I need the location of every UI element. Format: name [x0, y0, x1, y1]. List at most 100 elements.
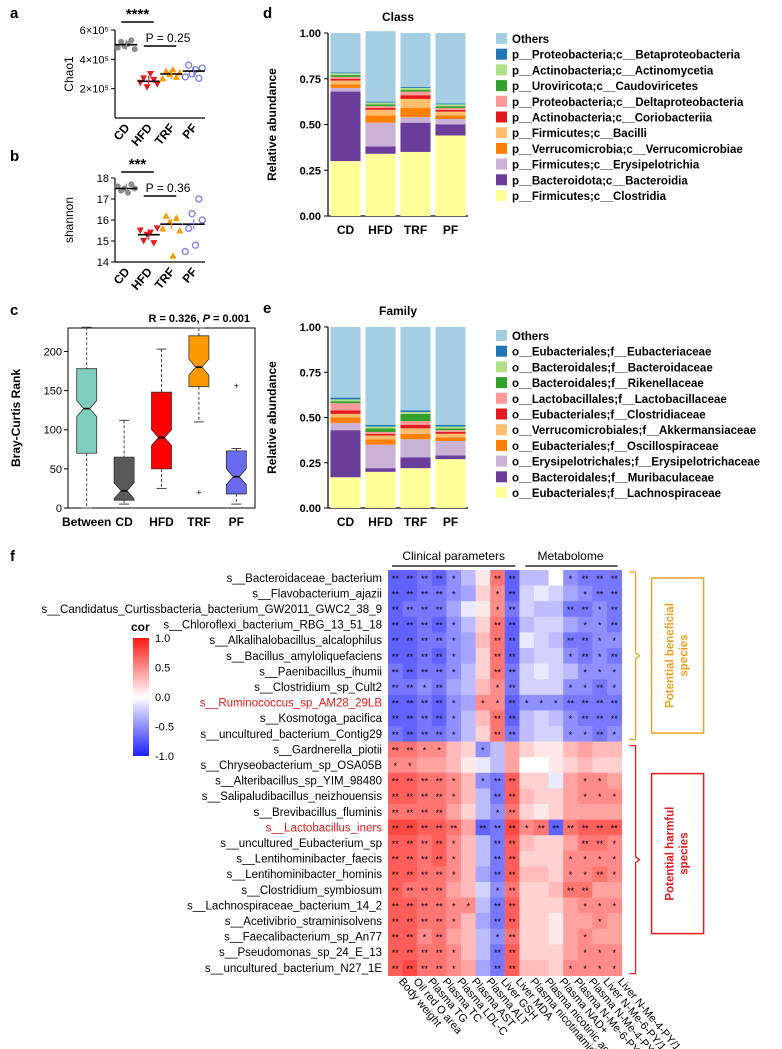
legend-label: p__Firmicutes;c__Bacilli	[512, 128, 647, 140]
significance-mark: **	[406, 886, 414, 896]
heatmap-cell	[504, 804, 520, 820]
x-tick-label: Between	[62, 515, 111, 529]
row-label: s__Lachnospiraceae_bacterium_14_2	[187, 900, 382, 912]
heatmap-cell	[548, 913, 564, 930]
significance-mark: *	[452, 714, 456, 724]
heatmap-cell	[592, 601, 608, 618]
significance-mark: *	[481, 777, 485, 787]
significance-mark: **	[596, 730, 604, 740]
heatmap-cell	[519, 804, 535, 820]
y-tick-label: 0.50	[300, 120, 321, 132]
bar-segment	[365, 153, 396, 216]
data-point	[181, 73, 189, 81]
data-point	[128, 181, 135, 188]
heatmap-cell	[446, 866, 462, 883]
heatmap-cell	[388, 632, 403, 649]
heatmap-cell	[548, 601, 564, 618]
row-label: s__Paenibacillus_ihumii	[259, 666, 382, 678]
heatmap-cell	[417, 710, 433, 727]
significance-mark: **	[494, 855, 502, 865]
heatmap-cell	[519, 679, 535, 696]
significance-mark: **	[421, 964, 429, 974]
y-tick-label: 0.25	[300, 458, 321, 470]
p-value-label: P = 0.25	[146, 31, 191, 45]
heatmap-cell	[461, 866, 476, 883]
heatmap-cell	[431, 663, 447, 680]
heatmap-cell	[461, 663, 476, 680]
bar-segment	[400, 457, 431, 469]
heatmap-cell	[461, 726, 476, 742]
significance-mark: **	[509, 933, 517, 943]
legend-label: o__Eubacteriales;f__Clostridiaceae	[512, 410, 706, 422]
heatmap-cell	[592, 616, 608, 633]
significance-mark: **	[406, 683, 414, 693]
legend-label: p__Bacteroidota;c__Bacteroidia	[512, 175, 688, 187]
bar-segment	[330, 161, 361, 216]
heatmap-cell	[577, 804, 593, 820]
y-tick-label: 15	[97, 236, 109, 248]
heatmap-cell	[431, 866, 447, 883]
box	[151, 391, 172, 470]
heatmap-cell	[577, 944, 593, 961]
heatmap-cell	[431, 835, 447, 852]
title-part: P	[203, 313, 211, 325]
colorbar-title: cor	[131, 620, 150, 634]
significance-mark: **	[494, 730, 502, 740]
x-tick-label: HFD	[149, 515, 174, 529]
heatmap-cell	[563, 757, 579, 774]
significance-mark: **	[509, 667, 517, 677]
data-point	[162, 212, 170, 219]
significance-mark: **	[392, 964, 400, 974]
heatmap-cell	[490, 616, 506, 633]
heatmap-cell	[607, 819, 622, 836]
significance-mark: **	[436, 917, 444, 927]
bar-segment	[365, 122, 396, 147]
bar-segment	[400, 151, 431, 216]
heatmap-cell	[504, 741, 520, 758]
heatmap-cell	[534, 757, 549, 774]
heatmap-cell	[461, 835, 476, 852]
heatmap-cell	[490, 741, 506, 758]
data-point	[184, 224, 193, 233]
heatmap-cell	[563, 616, 579, 633]
heatmap-cell	[563, 679, 579, 696]
heatmap-cell	[461, 710, 476, 727]
significance-mark: **	[392, 667, 400, 677]
box	[76, 368, 98, 454]
significance-mark: *	[554, 699, 558, 709]
heatmap-cell	[534, 819, 549, 836]
significance-mark: **	[406, 636, 414, 646]
heatmap-cell	[607, 663, 622, 680]
significance-mark: *	[496, 808, 500, 818]
significance-mark: *	[569, 855, 573, 865]
heatmap-cell	[548, 757, 564, 774]
heatmap-cell	[534, 694, 549, 711]
heatmap-cell	[431, 850, 447, 867]
heatmap-cell	[388, 663, 403, 680]
heatmap-cell	[548, 648, 564, 664]
significance-mark: **	[494, 870, 502, 880]
heatmap-cell	[431, 726, 447, 742]
significance-mark: **	[494, 667, 502, 677]
significance-mark: **	[421, 855, 429, 865]
heatmap-cell	[607, 835, 622, 852]
y-tick-label: 0.00	[300, 503, 321, 515]
significance-mark: **	[509, 808, 517, 818]
heatmap-cell	[446, 726, 462, 742]
heatmap-cell	[490, 694, 506, 711]
bar-segment	[435, 327, 466, 425]
harmful-box	[650, 772, 705, 935]
significance-mark: *	[613, 730, 617, 740]
bar-segment	[400, 439, 431, 458]
significance-mark: **	[392, 901, 400, 911]
heatmap-cell	[475, 772, 491, 789]
y-tick-label: 14	[97, 257, 109, 269]
heatmap-cell	[607, 648, 622, 664]
data-point	[191, 241, 200, 249]
heatmap-cell	[417, 741, 433, 758]
heatmap-cell	[417, 882, 433, 898]
row-label: s__Salipaludibacillus_neizhouensis	[202, 791, 383, 803]
significance-mark: **	[509, 777, 517, 787]
panel-label-b: b	[10, 148, 20, 165]
colorbar	[133, 638, 149, 756]
